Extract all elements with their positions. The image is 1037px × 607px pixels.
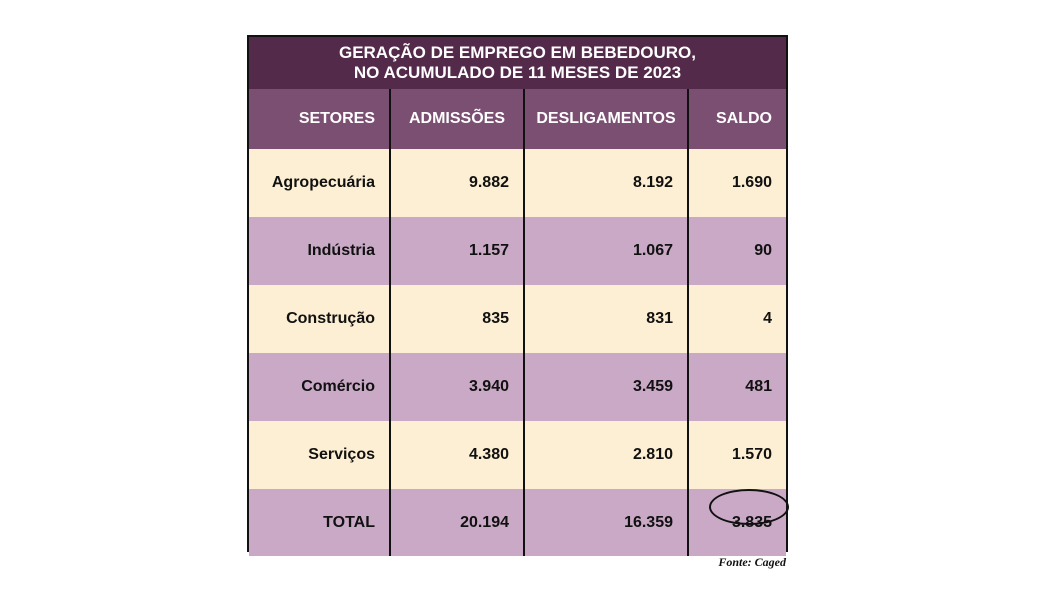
table-row: Agropecuária 9.882 8.192 1.690 bbox=[249, 149, 786, 217]
cell-setor: Agropecuária bbox=[249, 149, 391, 217]
header-admissoes: ADMISSÕES bbox=[391, 89, 525, 149]
table-title: GERAÇÃO DE EMPREGO EM BEBEDOURO, NO ACUM… bbox=[249, 37, 786, 89]
employment-table: GERAÇÃO DE EMPREGO EM BEBEDOURO, NO ACUM… bbox=[247, 35, 789, 556]
title-line-1: GERAÇÃO DE EMPREGO EM BEBEDOURO, bbox=[338, 43, 697, 62]
header-row: SETORES ADMISSÕES DESLIGAMENTOS SALDO bbox=[249, 89, 786, 149]
cell-setor: Indústria bbox=[249, 217, 391, 285]
cell-admissoes: 3.940 bbox=[391, 353, 525, 421]
cell-saldo: 1.690 bbox=[731, 174, 772, 191]
cell-desligamentos: 3.459 bbox=[525, 353, 689, 421]
cell-saldo: 90 bbox=[754, 242, 772, 259]
cell-saldo: 481 bbox=[745, 378, 772, 395]
cell-setor: Comércio bbox=[249, 353, 391, 421]
cell-admissoes: 1.157 bbox=[391, 217, 525, 285]
table-row: Comércio 3.940 3.459 481 bbox=[249, 353, 786, 421]
cell-setor: Serviços bbox=[249, 421, 391, 489]
cell-saldo: 4 bbox=[763, 310, 772, 327]
total-row: TOTAL 20.194 16.359 3.835 bbox=[249, 489, 786, 556]
cell-setor: Construção bbox=[249, 285, 391, 353]
cell-desligamentos: 1.067 bbox=[525, 217, 689, 285]
cell-desligamentos: 8.192 bbox=[525, 149, 689, 217]
cell-desligamentos: 2.810 bbox=[525, 421, 689, 489]
total-desligamentos: 16.359 bbox=[525, 489, 689, 556]
cell-admissoes: 4.380 bbox=[391, 421, 525, 489]
total-saldo: 3.835 bbox=[731, 513, 772, 531]
cell-desligamentos: 831 bbox=[525, 285, 689, 353]
total-admissoes: 20.194 bbox=[391, 489, 525, 556]
cell-saldo: 1.570 bbox=[731, 446, 772, 463]
total-label: TOTAL bbox=[249, 489, 391, 556]
table-row: Construção 835 831 4 bbox=[249, 285, 786, 353]
cell-admissoes: 9.882 bbox=[391, 149, 525, 217]
header-saldo: SALDO bbox=[716, 110, 772, 127]
title-line-2: NO ACUMULADO DE 11 MESES DE 2023 bbox=[353, 63, 682, 82]
cell-admissoes: 835 bbox=[391, 285, 525, 353]
header-setores: SETORES bbox=[249, 89, 391, 149]
source-note: Fonte: Caged bbox=[718, 555, 786, 569]
header-desligamentos: DESLIGAMENTOS bbox=[525, 89, 689, 149]
table-row: Indústria 1.157 1.067 90 bbox=[249, 217, 786, 285]
table-row: Serviços 4.380 2.810 1.570 bbox=[249, 421, 786, 489]
